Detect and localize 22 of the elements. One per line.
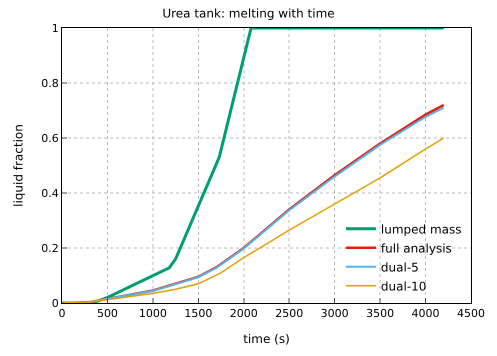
x-tick-label: 4500 (457, 307, 485, 320)
y-axis-title: liquid fraction (12, 124, 26, 207)
legend-label: full analysis (380, 241, 452, 256)
y-tick-label: 0.4 (41, 186, 59, 200)
legend-label: dual-5 (380, 260, 419, 274)
x-tick-label: 2500 (275, 307, 304, 320)
x-axis-title: time (s) (243, 332, 290, 346)
x-tick-label: 1500 (184, 307, 212, 320)
x-tick-label: 3000 (320, 307, 349, 320)
y-tick-label: 0.6 (41, 132, 59, 145)
y-tick-label: 0 (52, 296, 59, 310)
y-tick-label: 1 (52, 22, 59, 35)
x-tick-label: 3500 (366, 307, 394, 320)
y-tick-label: 0.8 (41, 76, 59, 90)
x-tick-label: 1000 (138, 307, 167, 320)
y-tick-label: 0.2 (41, 242, 59, 255)
x-tick-label: 2000 (230, 307, 258, 320)
legend-label: dual-10 (380, 279, 426, 294)
chart-title: Urea tank: melting with time (162, 6, 335, 20)
legend-label: lumped mass (380, 222, 462, 236)
x-tick-label: 500 (96, 307, 118, 320)
x-tick-label: 4000 (412, 307, 440, 320)
